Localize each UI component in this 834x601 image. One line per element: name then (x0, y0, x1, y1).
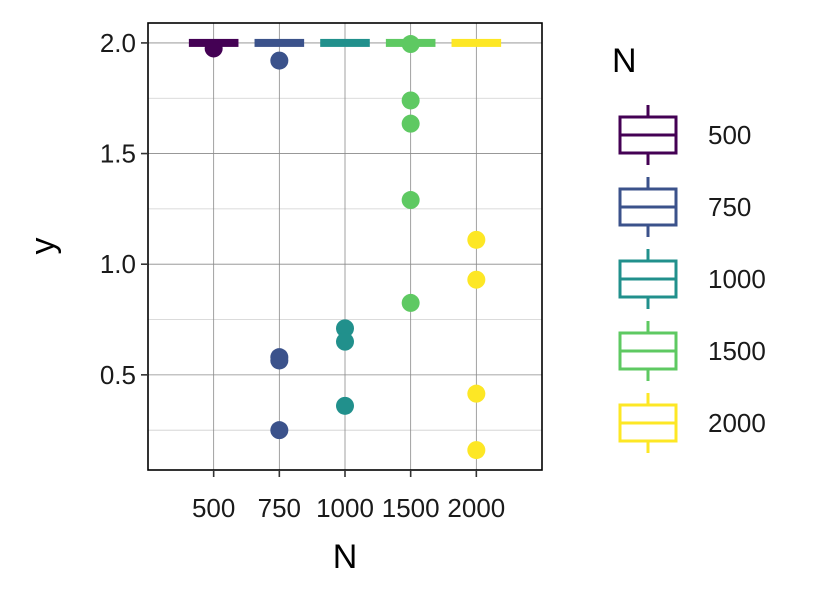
outlier-point (204, 39, 223, 58)
y-tick-label: 1.5 (100, 139, 136, 169)
legend-item: 1500 (618, 321, 766, 381)
x-axis: 500 750 1000 1500 2000 (192, 470, 505, 523)
outlier-point (270, 421, 289, 440)
outlier-point (467, 230, 486, 249)
outlier-point (270, 351, 289, 370)
outlier-points (204, 35, 486, 460)
x-tick-label: 2000 (447, 493, 505, 523)
legend: 500 750 1000 1500 2000 (618, 105, 766, 453)
legend-item: 2000 (618, 393, 766, 453)
legend-label: 500 (708, 120, 751, 150)
outlier-point (467, 441, 486, 460)
outlier-point (401, 35, 420, 54)
y-tick-label: 2.0 (100, 28, 136, 58)
outlier-point (336, 396, 354, 415)
legend-label: 1500 (708, 336, 766, 366)
x-tick-label: 1500 (382, 493, 440, 523)
outlier-point (336, 332, 354, 351)
legend-label: 2000 (708, 408, 766, 438)
x-axis-title: N (333, 538, 358, 576)
outlier-point (467, 384, 486, 403)
outlier-point (401, 191, 420, 210)
legend-label: 1000 (708, 264, 766, 294)
box-median (320, 38, 370, 47)
legend-item: 750 (618, 177, 751, 237)
outlier-point (401, 91, 420, 110)
legend-item: 1000 (618, 249, 766, 309)
y-axis: 0.5 1.0 1.5 2.0 (100, 28, 148, 390)
legend-label: 750 (708, 192, 751, 222)
outlier-point (401, 114, 420, 133)
x-tick-label: 1000 (316, 493, 374, 523)
boxes (188, 38, 502, 47)
legend-item: 500 (618, 105, 751, 165)
outlier-point (401, 293, 420, 312)
y-tick-label: 1.0 (100, 249, 136, 279)
box-median (254, 38, 305, 47)
x-tick-label: 750 (258, 493, 301, 523)
x-tick-label: 500 (192, 493, 235, 523)
y-axis-title: y (24, 238, 62, 255)
box-median (451, 38, 502, 47)
legend-title: N (612, 42, 637, 80)
outlier-point (270, 51, 289, 70)
outlier-point (467, 270, 486, 289)
y-tick-label: 0.5 (100, 360, 136, 390)
outlier-point (336, 319, 354, 338)
